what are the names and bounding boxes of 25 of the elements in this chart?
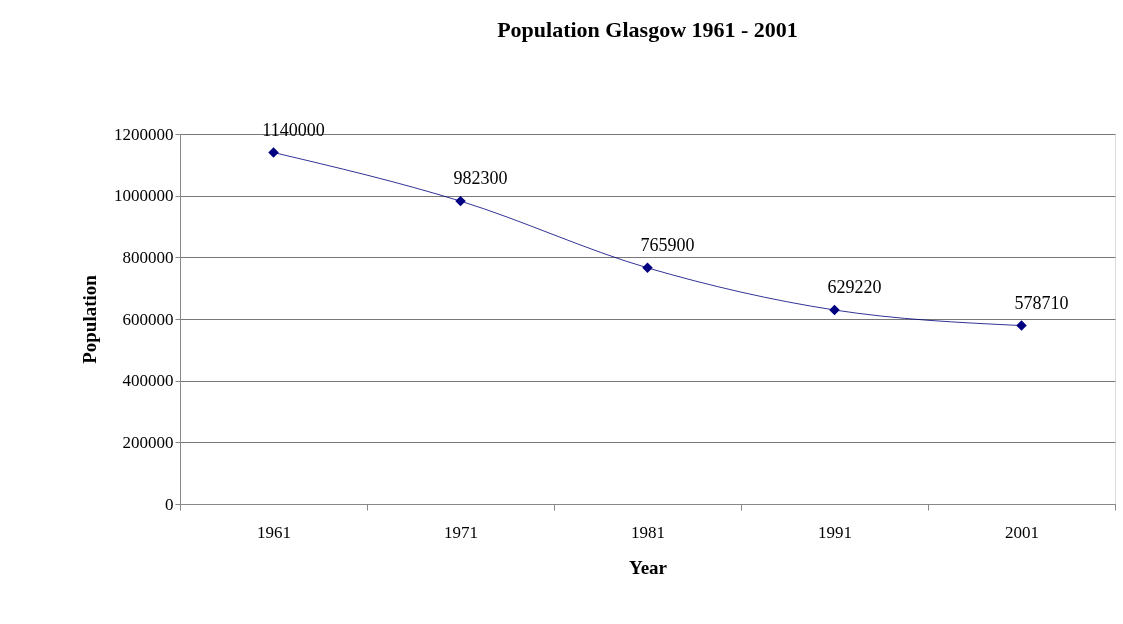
x-tick-label: 1971 xyxy=(444,522,478,542)
y-tick-label: 0 xyxy=(165,494,174,514)
point xyxy=(829,304,840,316)
point xyxy=(268,147,279,158)
data-label: 578710 xyxy=(1014,292,1069,313)
y-tick-label: 200000 xyxy=(122,432,174,452)
data-label: 629220 xyxy=(827,276,882,297)
y-axis-title: Population xyxy=(79,274,100,364)
x-tick-label: 1991 xyxy=(818,522,852,542)
y-tick-label: 800000 xyxy=(122,247,174,267)
data-label: 1140000 xyxy=(262,119,325,140)
x-axis-title: Year xyxy=(629,556,668,578)
data-label: 982300 xyxy=(453,168,508,189)
x-tick-label: 1961 xyxy=(257,522,291,542)
x-tick-label: 1981 xyxy=(631,522,665,542)
y-tick-label: 1200000 xyxy=(114,124,174,144)
point xyxy=(455,195,466,207)
point xyxy=(1016,320,1027,331)
chart-title: Population Glasgow 1961 - 2001 xyxy=(497,16,798,42)
x-tick-label: 2001 xyxy=(1005,522,1039,542)
data-label: 765900 xyxy=(640,234,695,255)
y-tick-label: 600000 xyxy=(122,309,174,329)
point xyxy=(642,262,653,274)
y-tick-label: 1000000 xyxy=(114,186,174,206)
y-tick-label: 400000 xyxy=(122,371,174,391)
